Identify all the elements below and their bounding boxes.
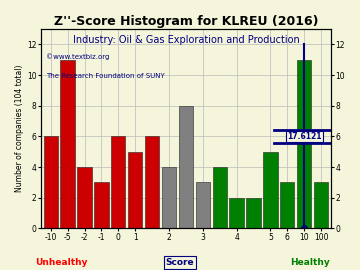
Bar xyxy=(212,167,227,228)
Bar xyxy=(94,182,109,228)
Bar xyxy=(162,167,176,228)
Bar xyxy=(44,136,58,228)
Bar xyxy=(60,60,75,228)
Bar xyxy=(145,136,159,228)
Bar xyxy=(179,106,193,228)
Bar xyxy=(77,167,92,228)
Bar xyxy=(280,182,294,228)
Bar xyxy=(263,152,278,228)
Title: Z''-Score Histogram for KLREU (2016): Z''-Score Histogram for KLREU (2016) xyxy=(54,15,318,28)
Bar xyxy=(297,60,311,228)
Bar xyxy=(229,198,244,228)
Text: Unhealthy: Unhealthy xyxy=(35,258,87,267)
Bar xyxy=(195,182,210,228)
Bar xyxy=(128,152,142,228)
Text: The Research Foundation of SUNY: The Research Foundation of SUNY xyxy=(46,73,165,79)
Text: Healthy: Healthy xyxy=(290,258,329,267)
Text: ©www.textbiz.org: ©www.textbiz.org xyxy=(46,53,110,60)
Text: Industry: Oil & Gas Exploration and Production: Industry: Oil & Gas Exploration and Prod… xyxy=(72,35,299,45)
Bar xyxy=(111,136,126,228)
Y-axis label: Number of companies (104 total): Number of companies (104 total) xyxy=(15,65,24,193)
Text: Score: Score xyxy=(166,258,194,267)
Text: 17.6121: 17.6121 xyxy=(287,132,321,141)
Bar xyxy=(314,182,328,228)
Bar xyxy=(246,198,261,228)
